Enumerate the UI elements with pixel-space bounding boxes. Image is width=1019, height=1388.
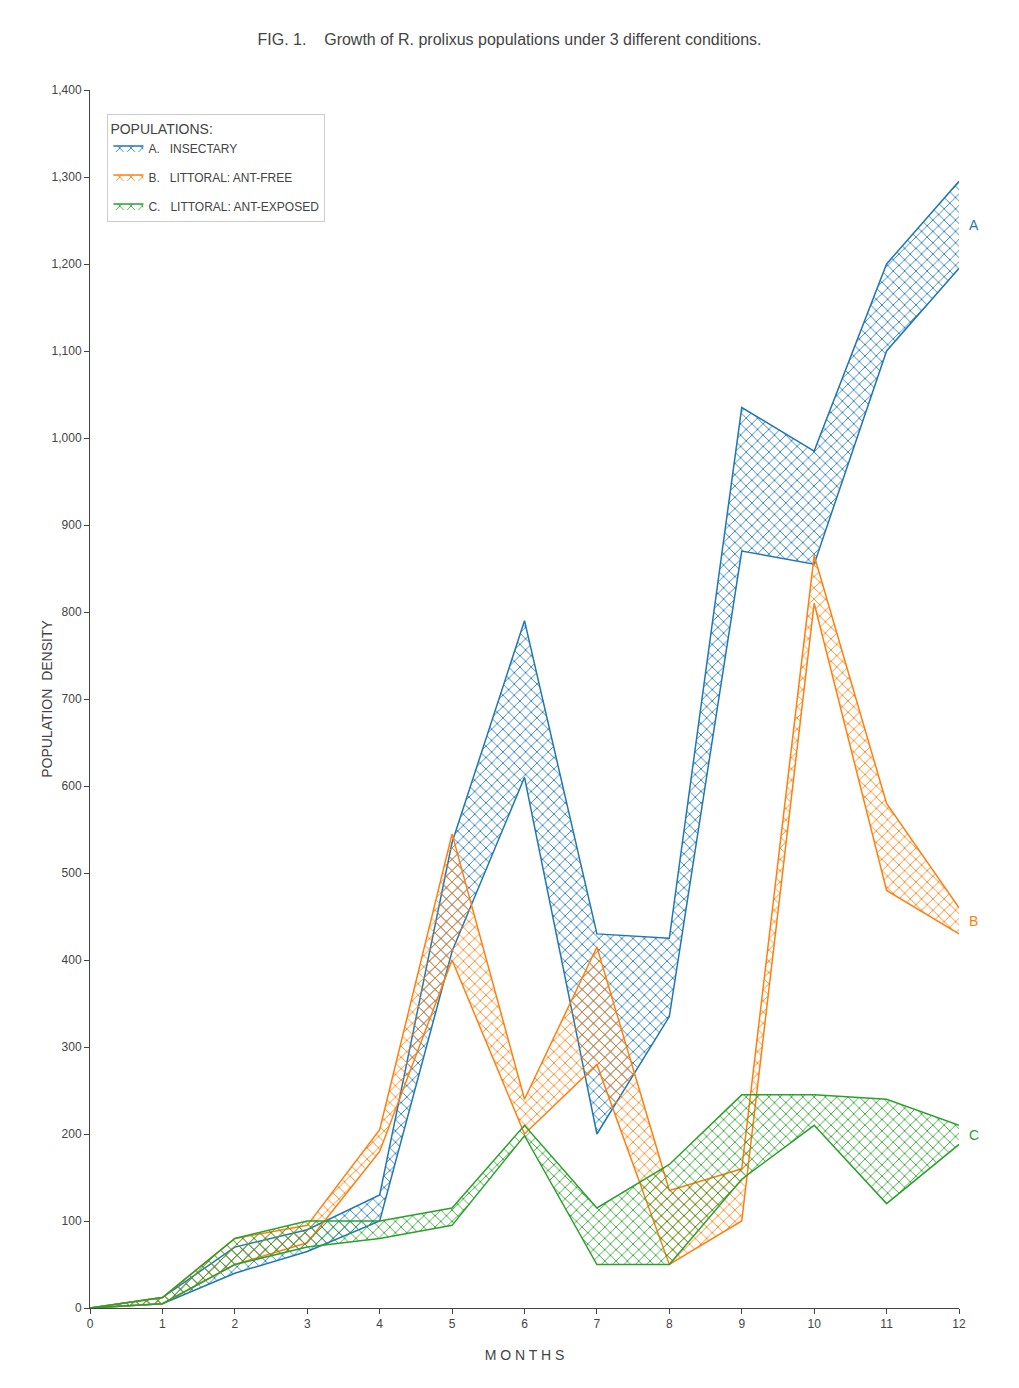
svg-text:POPULATIONS:: POPULATIONS:	[110, 121, 212, 137]
svg-text:A: A	[969, 217, 979, 233]
svg-text:C: C	[969, 1127, 979, 1143]
svg-text:A. INSECTARY: A. INSECTARY	[148, 142, 237, 156]
svg-text:200: 200	[62, 1127, 82, 1141]
svg-text:400: 400	[62, 953, 82, 967]
svg-text:3: 3	[304, 1317, 311, 1331]
svg-text:500: 500	[62, 866, 82, 880]
svg-text:900: 900	[62, 518, 82, 532]
svg-text:FIG. 1. Growth of R. prolix: FIG. 1. Growth of R. prolixus population…	[258, 31, 762, 48]
svg-text:C. LITTORAL: ANT-EXPOSED: C. LITTORAL: ANT-EXPOSED	[148, 200, 319, 214]
svg-text:B. LITTORAL: ANT-FREE: B. LITTORAL: ANT-FREE	[148, 171, 292, 185]
svg-text:600: 600	[62, 779, 82, 793]
svg-text:12: 12	[952, 1317, 966, 1331]
svg-text:0: 0	[75, 1301, 82, 1315]
svg-text:1,300: 1,300	[52, 170, 82, 184]
svg-text:1,100: 1,100	[52, 344, 82, 358]
svg-text:11: 11	[880, 1317, 893, 1331]
svg-text:M O N T H S: M O N T H S	[485, 1347, 565, 1363]
svg-text:1: 1	[159, 1317, 166, 1331]
svg-text:POPULATION DENSITY: POPULATION DENSITY	[39, 620, 55, 778]
svg-text:0: 0	[87, 1317, 94, 1331]
svg-text:9: 9	[738, 1317, 745, 1331]
svg-text:8: 8	[666, 1317, 673, 1331]
svg-text:1,200: 1,200	[52, 257, 82, 271]
svg-text:300: 300	[62, 1040, 82, 1054]
svg-text:1,400: 1,400	[52, 83, 82, 97]
svg-text:100: 100	[62, 1214, 82, 1228]
svg-text:7: 7	[594, 1317, 601, 1331]
svg-text:B: B	[969, 913, 978, 929]
svg-text:2: 2	[231, 1317, 238, 1331]
svg-text:5: 5	[449, 1317, 456, 1331]
svg-text:10: 10	[807, 1317, 821, 1331]
svg-text:800: 800	[62, 605, 82, 619]
svg-text:1,000: 1,000	[52, 431, 82, 445]
svg-text:6: 6	[521, 1317, 528, 1331]
svg-text:4: 4	[376, 1317, 383, 1331]
svg-text:700: 700	[62, 692, 82, 706]
